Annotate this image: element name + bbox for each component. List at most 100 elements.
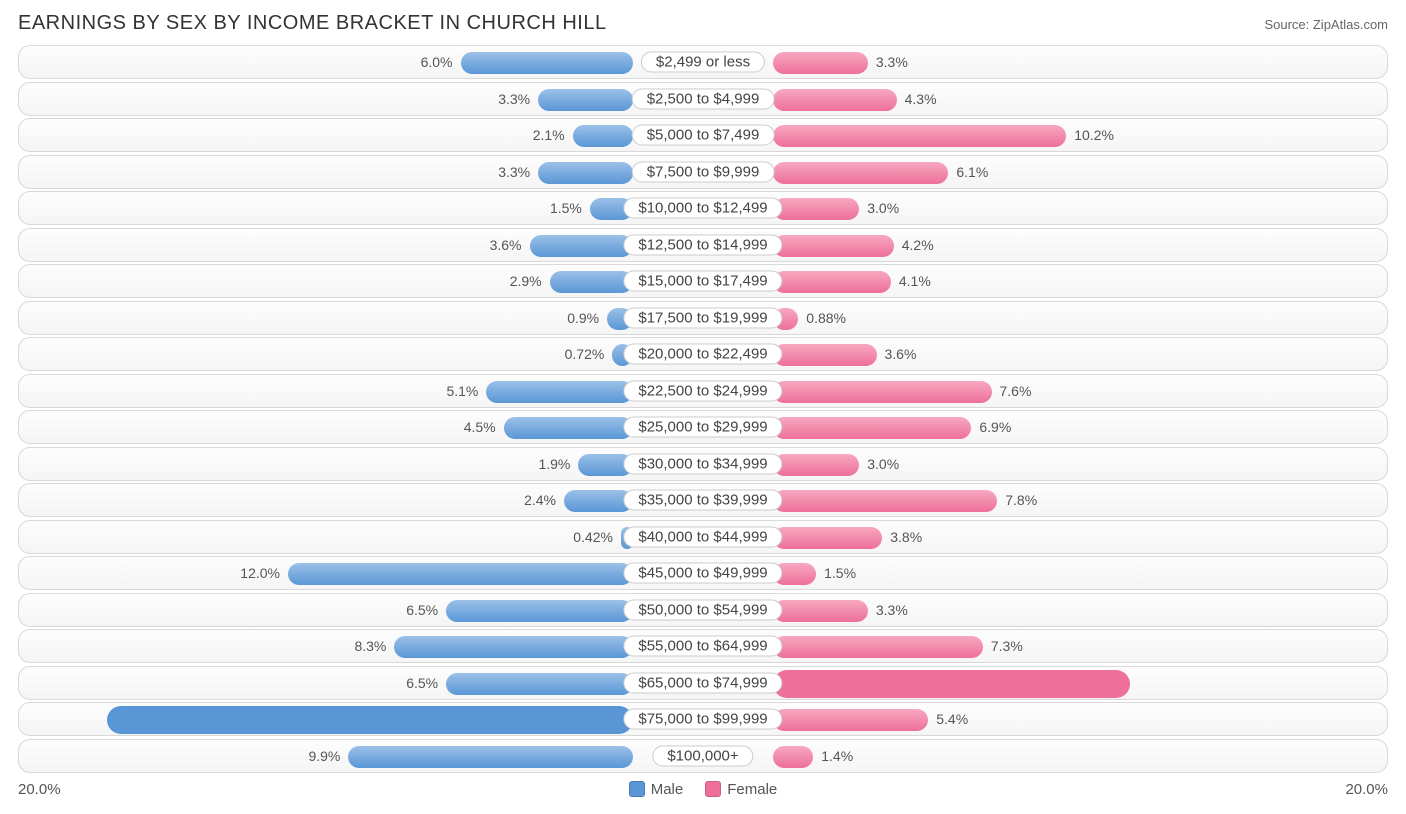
chart-row: $10,000 to $12,499 1.5% 3.0%	[18, 191, 1388, 225]
male-bar	[348, 746, 633, 768]
male-bar	[538, 162, 633, 184]
male-value-label: 3.3%	[498, 91, 530, 107]
male-bar	[573, 125, 633, 147]
legend: Male Female	[629, 781, 778, 798]
male-value-label: 3.3%	[498, 164, 530, 180]
bracket-label: $25,000 to $29,999	[623, 417, 782, 438]
female-value-label: 3.6%	[885, 346, 917, 362]
female-value-label: 3.0%	[867, 200, 899, 216]
male-value-label: 2.1%	[533, 127, 565, 143]
chart-row: $40,000 to $44,999 0.42% 3.8%	[18, 520, 1388, 554]
male-value-label: 1.5%	[550, 200, 582, 216]
male-value-label: 6.5%	[406, 602, 438, 618]
female-bar	[773, 636, 983, 658]
chart-row: $65,000 to $74,9996.5%12.4%	[18, 666, 1388, 700]
male-value-label: 6.0%	[421, 54, 453, 70]
male-value-label: 12.0%	[240, 565, 280, 581]
male-bar	[446, 600, 633, 622]
male-bar	[530, 235, 634, 257]
chart-row: $5,000 to $7,499 2.1% 10.2%	[18, 118, 1388, 152]
legend-label-female: Female	[727, 781, 777, 798]
male-value-label: 0.9%	[567, 310, 599, 326]
bracket-label: $20,000 to $22,499	[623, 344, 782, 365]
female-value-label: 6.1%	[956, 164, 988, 180]
female-value-label: 3.8%	[890, 529, 922, 545]
male-bar	[446, 673, 633, 695]
male-bar	[394, 636, 633, 658]
male-bar	[288, 563, 633, 585]
chart-row: $15,000 to $17,4992.9%4.1%	[18, 264, 1388, 298]
male-value-label: 6.5%	[406, 675, 438, 691]
male-value-label: 0.42%	[573, 529, 613, 545]
male-value-label: 8.3%	[354, 638, 386, 654]
female-value-label: 4.2%	[902, 237, 934, 253]
female-bar	[773, 344, 877, 366]
chart-row: $55,000 to $64,999 8.3% 7.3%	[18, 629, 1388, 663]
male-bar	[538, 89, 633, 111]
female-value-label: 7.3%	[991, 638, 1023, 654]
female-value-label: 3.0%	[867, 456, 899, 472]
female-value-label: 3.3%	[876, 54, 908, 70]
female-bar	[773, 198, 859, 220]
legend-swatch-male	[629, 781, 645, 797]
bracket-label: $5,000 to $7,499	[632, 125, 775, 146]
bracket-label: $55,000 to $64,999	[623, 636, 782, 657]
female-bar	[773, 235, 894, 257]
female-bar	[773, 125, 1066, 147]
female-value-label: 3.3%	[876, 602, 908, 618]
chart-row: $2,499 or less 6.0% 3.3%	[18, 45, 1388, 79]
bracket-label: $10,000 to $12,499	[623, 198, 782, 219]
bracket-label: $12,500 to $14,999	[623, 234, 782, 255]
female-value-label: 0.88%	[806, 310, 846, 326]
female-bar	[773, 271, 891, 293]
female-value-label: 10.2%	[1074, 127, 1114, 143]
female-bar	[773, 490, 997, 512]
bracket-label: $15,000 to $17,499	[623, 271, 782, 292]
chart-row: $35,000 to $39,9992.4%7.8%	[18, 483, 1388, 517]
female-bar	[773, 527, 882, 549]
female-value-label: 4.3%	[905, 91, 937, 107]
male-bar	[486, 381, 633, 403]
female-bar	[773, 600, 868, 622]
male-bar	[550, 271, 633, 293]
female-value-label: 7.6%	[1000, 383, 1032, 399]
header: EARNINGS BY SEX BY INCOME BRACKET IN CHU…	[18, 12, 1388, 35]
male-bar	[504, 417, 633, 439]
female-value-label: 7.8%	[1005, 492, 1037, 508]
chart-row: $7,500 to $9,999 3.3% 6.1%	[18, 155, 1388, 189]
chart-row: $2,500 to $4,9993.3%4.3%	[18, 82, 1388, 116]
bracket-label: $30,000 to $34,999	[623, 453, 782, 474]
chart-row: $20,000 to $22,499 0.72% 3.6%	[18, 337, 1388, 371]
male-value-label: 2.4%	[524, 492, 556, 508]
female-bar	[773, 162, 948, 184]
chart-row: $12,500 to $14,999 3.6% 4.2%	[18, 228, 1388, 262]
male-value-label: 2.9%	[510, 273, 542, 289]
legend-item-male: Male	[629, 781, 684, 798]
female-bar	[773, 709, 928, 731]
chart-row: $75,000 to $99,99918.3%5.4%	[18, 702, 1388, 736]
female-value-label: 1.5%	[824, 565, 856, 581]
source-attribution: Source: ZipAtlas.com	[1264, 17, 1388, 32]
chart-row: $30,000 to $34,9991.9%3.0%	[18, 447, 1388, 481]
bracket-label: $40,000 to $44,999	[623, 526, 782, 547]
bracket-label: $17,500 to $19,999	[623, 307, 782, 328]
legend-label-male: Male	[651, 781, 684, 798]
female-value-label: 5.4%	[936, 711, 968, 727]
bracket-label: $2,499 or less	[641, 52, 765, 73]
female-bar	[773, 381, 992, 403]
bracket-label: $100,000+	[652, 745, 753, 766]
male-value-label: 4.5%	[464, 419, 496, 435]
bracket-label: $7,500 to $9,999	[632, 161, 775, 182]
female-bar	[773, 417, 971, 439]
chart-row: $50,000 to $54,9996.5%3.3%	[18, 593, 1388, 627]
male-value-label: 3.6%	[490, 237, 522, 253]
female-bar	[773, 52, 868, 74]
male-value-label: 9.9%	[308, 748, 340, 764]
chart-row: $17,500 to $19,999 0.9% 0.88%	[18, 301, 1388, 335]
bracket-label: $75,000 to $99,999	[623, 709, 782, 730]
female-bar	[773, 89, 897, 111]
female-bar	[773, 670, 1130, 698]
male-value-label: 0.72%	[565, 346, 605, 362]
axis-max-right: 20.0%	[1345, 781, 1388, 798]
diverging-bar-chart: $2,499 or less6.0%3.3%$2,500 to $4,9993.…	[18, 45, 1388, 773]
